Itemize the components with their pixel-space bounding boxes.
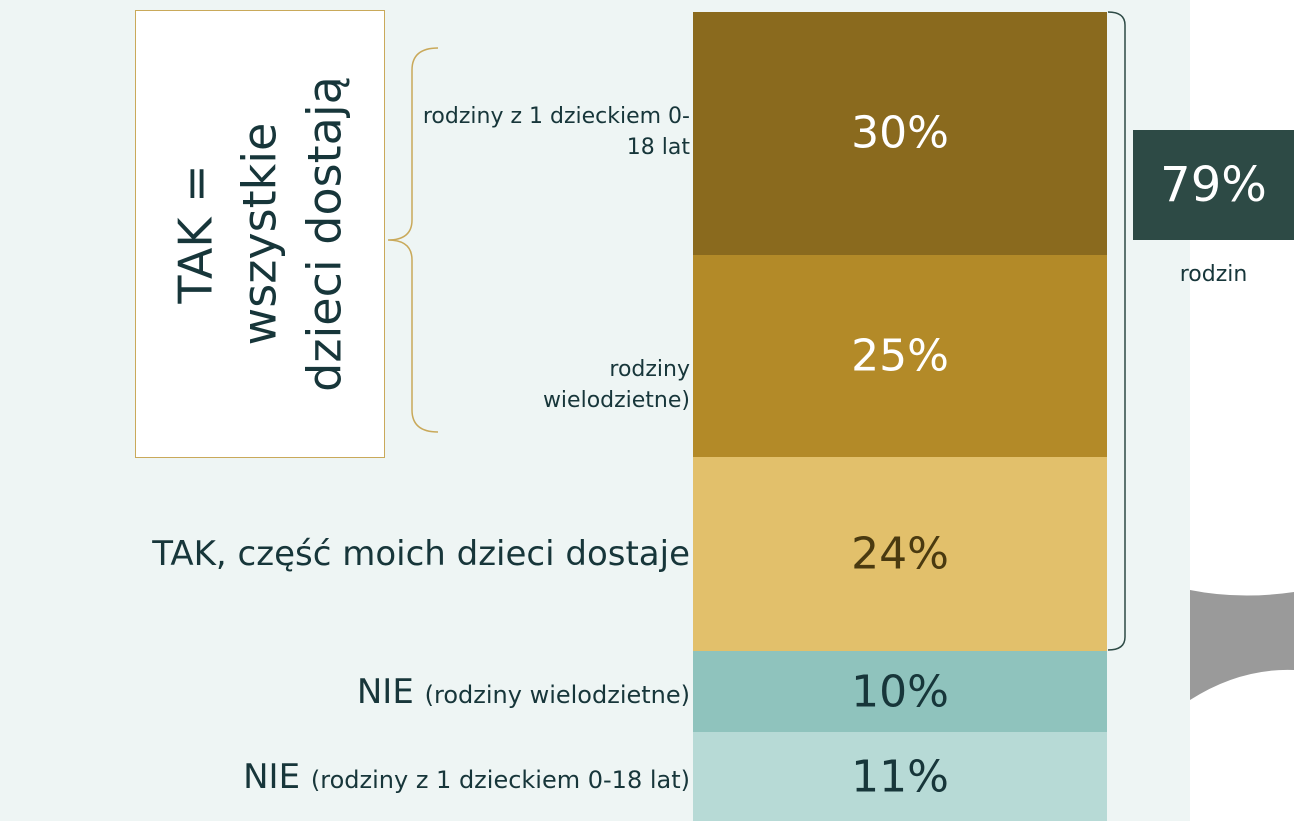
category-name: NIE	[243, 756, 301, 797]
category-label: NIE (rodziny z 1 dzieckiem 0-18 lat)	[243, 757, 690, 797]
category-detail: (rodziny wielodzietne)	[424, 680, 690, 709]
category-label: rodziny z 1 dzieckiem 0-18 lat	[422, 104, 690, 161]
brace	[387, 47, 439, 433]
category-name: NIE	[356, 671, 414, 712]
group-label-line: wszystkie	[232, 122, 287, 346]
bar-segment	[693, 651, 1107, 732]
value-label: 10%	[851, 666, 949, 718]
group-label-line: TAK =	[168, 164, 223, 304]
category-detail: (rodziny z 1 dzieckiem 0-18 lat)	[310, 765, 690, 794]
group-label: TAK = wszystkie dzieci dostają	[163, 11, 356, 457]
bar-segment	[693, 732, 1107, 821]
bar-segment	[693, 12, 1107, 255]
bracket	[1107, 11, 1126, 651]
group-box: TAK = wszystkie dzieci dostają	[135, 10, 385, 458]
value-label: 25%	[851, 330, 949, 382]
bar-segment	[693, 456, 1107, 652]
total-caption: rodzin	[1179, 262, 1248, 287]
value-label: 11%	[851, 751, 949, 802]
category-label: TAK, część moich dzieci dostaje	[152, 534, 690, 575]
category-label: NIE (rodziny wielodzietne)	[357, 672, 690, 712]
bar-segment	[693, 254, 1107, 457]
group-label-line: dzieci dostają	[297, 76, 352, 392]
value-label: 24%	[851, 528, 949, 580]
arm-photo	[1190, 590, 1294, 700]
total-label: 79%	[1133, 130, 1294, 240]
value-label: 30%	[851, 107, 949, 159]
category-label: rodziny wielodzietne)	[542, 357, 690, 413]
